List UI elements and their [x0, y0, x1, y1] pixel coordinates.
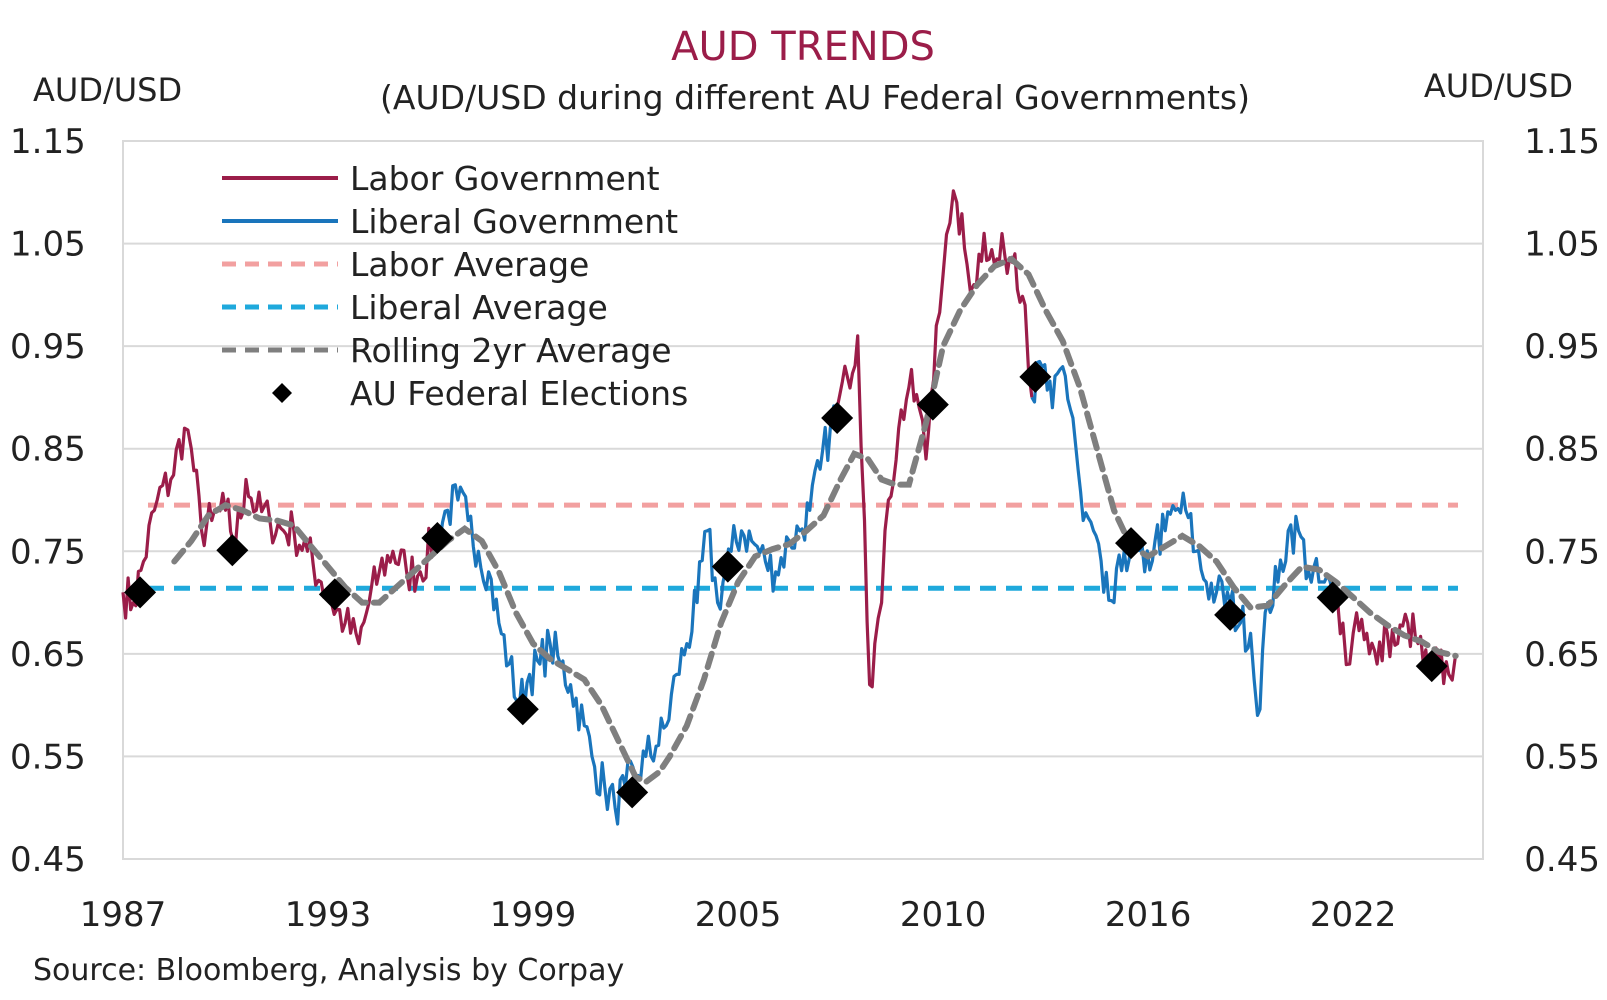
- election-marker: [1115, 527, 1148, 560]
- x-axis: 1987 1993 1999 2005 2010 2016 2022: [80, 895, 1397, 935]
- gridlines: [123, 140, 1483, 860]
- y-tick-label-right: 0.95: [1524, 327, 1600, 367]
- legend: Labor Government Liberal Government Labor …: [222, 159, 688, 413]
- election-marker: [216, 534, 249, 567]
- election-marker: [616, 776, 649, 809]
- x-tick-label: 2005: [695, 895, 782, 935]
- y-tick-label-right: 0.65: [1524, 635, 1600, 675]
- election-marker: [1415, 650, 1448, 683]
- x-tick-label: 2010: [900, 895, 987, 935]
- election-marker: [1316, 581, 1349, 614]
- average-lines: [148, 502, 1458, 591]
- legend-labor-government-label: Labor Government: [350, 159, 660, 198]
- legend-labor-average-label: Labor Average: [350, 245, 589, 284]
- y-tick-label-left: 0.85: [10, 430, 86, 470]
- election-marker: [1214, 598, 1247, 631]
- y-tick-label-left: 0.55: [10, 737, 86, 777]
- election-marker: [916, 388, 949, 421]
- right-axis-label: AUD/USD: [1424, 67, 1573, 105]
- x-tick-label: 1999: [490, 895, 577, 935]
- election-marker: [421, 521, 454, 554]
- legend-au-federal-elections-label: AU Federal Elections: [350, 374, 688, 413]
- liberal-government-line: [1030, 359, 1335, 718]
- y-tick-label-left: 1.15: [10, 122, 86, 162]
- left-axis-label: AUD/USD: [33, 71, 182, 109]
- plot-area-frame: [122, 140, 1484, 860]
- y-tick-label-left: 1.05: [10, 225, 86, 265]
- chart-title: AUD TRENDS: [671, 24, 935, 70]
- source-note: Source: Bloomberg, Analysis by Corpay: [33, 953, 624, 988]
- labor-government-line: [121, 426, 438, 646]
- legend-au-federal-elections-swatch: [272, 383, 292, 403]
- y-tick-label-left: 0.75: [10, 532, 86, 572]
- x-tick-label: 2016: [1105, 895, 1192, 935]
- y-tick-label-left: 0.95: [10, 327, 86, 367]
- y-tick-label-left: 0.65: [10, 635, 86, 675]
- left-y-axis: 0.45 0.55 0.65 0.75 0.85 0.95 1.05 1.15: [10, 122, 86, 880]
- y-tick-label-right: 0.55: [1524, 737, 1600, 777]
- liberal-government-line: [435, 404, 838, 826]
- election-marker: [318, 578, 351, 611]
- y-tick-label-right: 0.75: [1524, 532, 1600, 572]
- y-tick-label-right: 0.45: [1524, 840, 1600, 880]
- x-tick-label: 2022: [1310, 895, 1397, 935]
- x-tick-label: 1987: [80, 895, 167, 935]
- x-tick-label: 1993: [285, 895, 372, 935]
- y-tick-label-right: 0.85: [1524, 430, 1600, 470]
- legend-liberal-government-label: Liberal Government: [350, 202, 678, 241]
- y-tick-label-left: 0.45: [10, 840, 86, 880]
- election-marker: [124, 576, 157, 609]
- right-y-axis: 0.45 0.55 0.65 0.75 0.85 0.95 1.05 1.15: [1524, 122, 1600, 880]
- rolling-average-layer: [171, 255, 1459, 786]
- election-marker: [711, 550, 744, 583]
- election-markers: [124, 360, 1448, 809]
- y-tick-label-right: 1.05: [1524, 225, 1600, 265]
- legend-rolling-2yr-average-label: Rolling 2yr Average: [350, 331, 672, 370]
- election-marker: [506, 693, 539, 726]
- legend-liberal-average-label: Liberal Average: [350, 288, 608, 327]
- y-tick-label-right: 1.15: [1524, 122, 1600, 162]
- rolling-2yr-average-line: [171, 255, 1459, 786]
- election-marker: [1019, 360, 1052, 393]
- election-marker: [821, 401, 854, 434]
- chart-subtitle: (AUD/USD during different AU Federal Gov…: [380, 78, 1250, 117]
